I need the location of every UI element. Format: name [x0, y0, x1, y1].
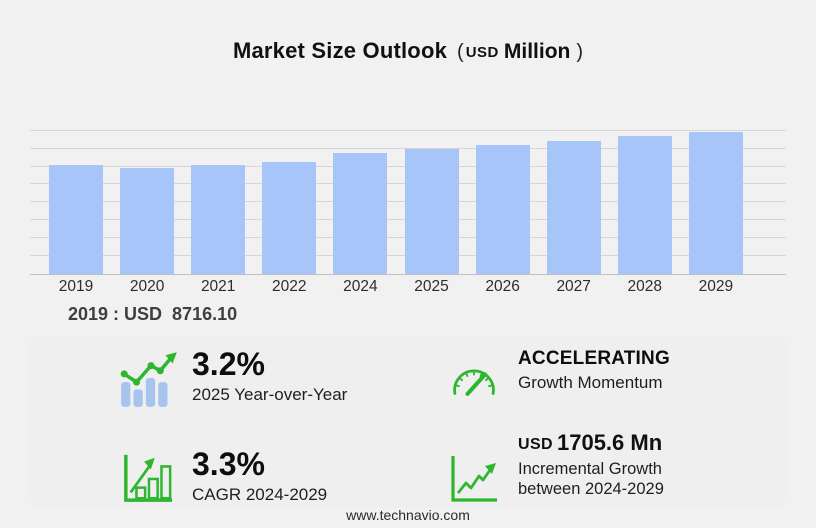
yoy-label: 2025 Year-over-Year [192, 385, 348, 404]
x-tick-2028: 2028 [627, 278, 663, 295]
cagr-label: CAGR 2024-2029 [192, 485, 328, 504]
chart-title-main: Market Size Outlook [232, 38, 448, 63]
x-tick-2020: 2020 [129, 278, 165, 295]
plot-area [30, 130, 786, 275]
title-paren-close: ) [576, 41, 584, 63]
bar-2024 [333, 152, 388, 274]
x-tick-2024: 2024 [343, 278, 378, 295]
gridline [30, 130, 786, 131]
x-tick-2026: 2026 [485, 278, 520, 295]
x-tick-2029: 2029 [698, 278, 734, 295]
stat-cagr: 3.3% CAGR 2024-2029 [118, 446, 327, 505]
yoy-value: 3.2% [192, 346, 265, 382]
base-year-value-label: 2019 : USD 8716.10 [68, 304, 238, 324]
stat-momentum: ACCELERATING Growth Momentum [450, 348, 670, 396]
incremental-value-row: USD 1705.6 Mn [518, 430, 664, 456]
x-tick-2019: 2019 [58, 278, 94, 295]
bar-2025 [404, 148, 459, 274]
title-scale: Million [503, 40, 571, 63]
x-tick-2022: 2022 [272, 278, 307, 295]
x-tick-2025: 2025 [414, 278, 449, 295]
bar-2021 [191, 165, 246, 274]
bar-2019 [49, 164, 103, 274]
gridline [30, 147, 786, 149]
stat-yoy: 3.2% 2025 Year-over-Year [118, 346, 348, 407]
incremental-value: 1705.6 Mn [556, 430, 663, 455]
bar-2027 [546, 140, 601, 274]
chart-title: Market Size Outlook (USD Million) [0, 38, 816, 64]
bar-2029 [688, 131, 743, 274]
footer-url[interactable]: www.technavio.com [346, 507, 470, 523]
incremental-label-line2: between 2024-2029 [518, 480, 664, 499]
stat-incremental: USD 1705.6 Mn Incremental Growth between … [450, 430, 664, 502]
bar-2020 [120, 167, 175, 274]
title-paren-open: ( [457, 41, 464, 63]
cagr-value: 3.3% [192, 446, 265, 482]
bar-2026 [475, 144, 530, 274]
bar-2028 [617, 136, 672, 274]
momentum-title: ACCELERATING [518, 348, 670, 369]
incremental-currency: USD [518, 436, 553, 453]
bar-2022 [262, 162, 317, 274]
x-axis-labels: 2019 2020 2021 2022 2024 2025 2026 2027 2028 2029 [30, 278, 786, 298]
x-tick-2027: 2027 [556, 278, 591, 295]
gauge-icon [450, 360, 498, 405]
stats-panel: 3.2% 2025 Year-over-Year [30, 336, 786, 508]
bar-trend-icon [118, 351, 184, 412]
title-currency: USD [465, 44, 499, 61]
growth-bars-icon [122, 452, 174, 509]
incremental-label-line1: Incremental Growth [518, 460, 662, 478]
line-growth-icon [450, 454, 500, 509]
momentum-sub: Growth Momentum [518, 373, 663, 392]
footer: www.technavio.com [0, 507, 816, 523]
x-tick-2021: 2021 [200, 278, 236, 295]
